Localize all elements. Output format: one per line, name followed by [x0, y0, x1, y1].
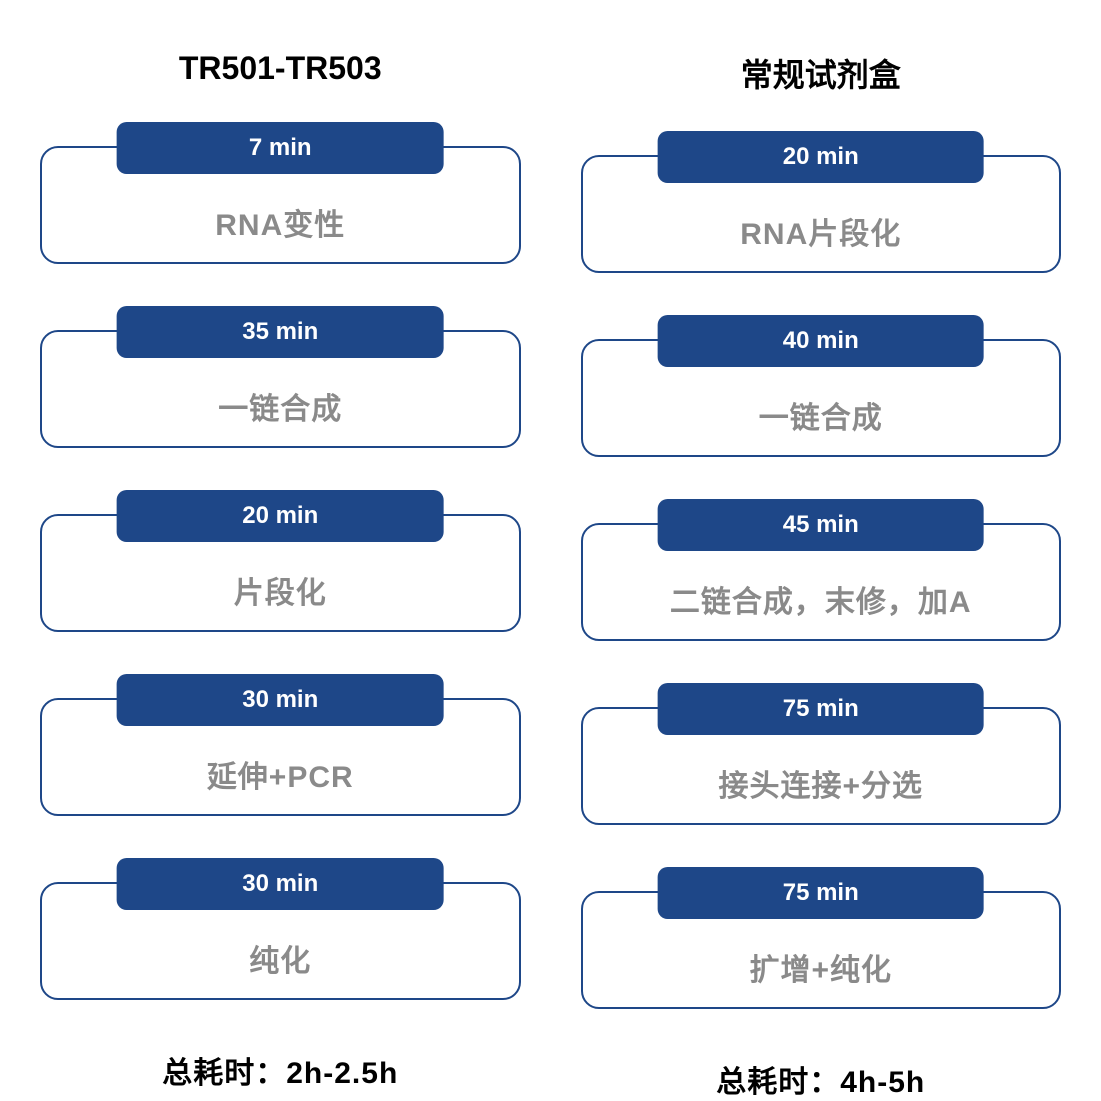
- duration-badge: 35 min: [117, 306, 444, 358]
- comparison-container: TR501-TR503 7 min RNA变性 35 min 一链合成 20 m…: [40, 50, 1061, 1101]
- step-label: 一链合成: [54, 384, 507, 428]
- step-label: RNA片段化: [595, 209, 1048, 253]
- right-total: 总耗时：4h-5h: [716, 1057, 925, 1101]
- step-label: 纯化: [54, 936, 507, 980]
- duration-badge: 75 min: [657, 683, 984, 735]
- step-label: 二链合成，末修，加A: [595, 577, 1048, 621]
- left-step-2: 20 min 片段化: [40, 490, 521, 632]
- step-label: RNA变性: [54, 200, 507, 244]
- duration-badge: 20 min: [657, 131, 984, 183]
- right-column: 常规试剂盒 20 min RNA片段化 40 min 一链合成 45 min 二…: [581, 50, 1062, 1101]
- duration-badge: 45 min: [657, 499, 984, 551]
- left-step-1: 35 min 一链合成: [40, 306, 521, 448]
- left-total: 总耗时：2h-2.5h: [162, 1048, 398, 1092]
- duration-badge: 20 min: [117, 490, 444, 542]
- left-step-0: 7 min RNA变性: [40, 122, 521, 264]
- left-column: TR501-TR503 7 min RNA变性 35 min 一链合成 20 m…: [40, 50, 521, 1101]
- right-title: 常规试剂盒: [741, 50, 901, 96]
- step-label: 接头连接+分选: [595, 761, 1048, 805]
- step-label: 扩增+纯化: [595, 945, 1048, 989]
- left-step-4: 30 min 纯化: [40, 858, 521, 1000]
- step-label: 一链合成: [595, 393, 1048, 437]
- step-label: 片段化: [54, 568, 507, 612]
- right-step-1: 40 min 一链合成: [581, 315, 1062, 457]
- step-label: 延伸+PCR: [54, 752, 507, 796]
- right-step-0: 20 min RNA片段化: [581, 131, 1062, 273]
- duration-badge: 30 min: [117, 858, 444, 910]
- duration-badge: 7 min: [117, 122, 444, 174]
- left-title: TR501-TR503: [179, 50, 382, 87]
- right-step-4: 75 min 扩增+纯化: [581, 867, 1062, 1009]
- duration-badge: 30 min: [117, 674, 444, 726]
- duration-badge: 75 min: [657, 867, 984, 919]
- right-step-2: 45 min 二链合成，末修，加A: [581, 499, 1062, 641]
- duration-badge: 40 min: [657, 315, 984, 367]
- left-step-3: 30 min 延伸+PCR: [40, 674, 521, 816]
- right-step-3: 75 min 接头连接+分选: [581, 683, 1062, 825]
